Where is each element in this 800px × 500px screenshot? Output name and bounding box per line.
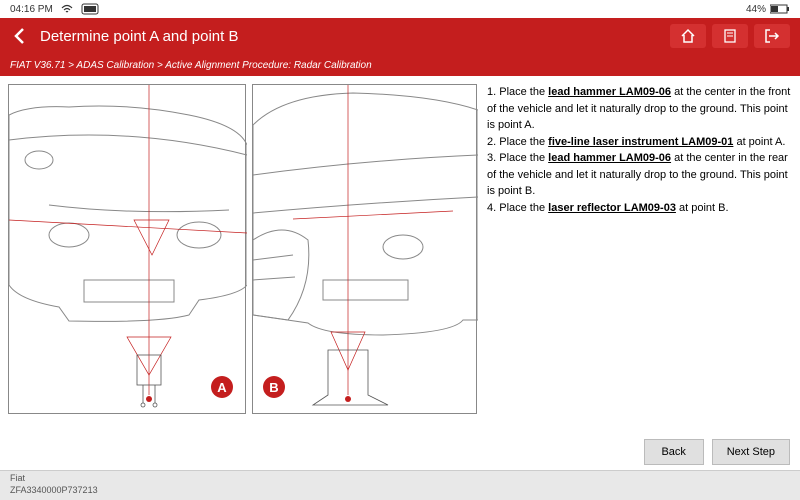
step-1: 1. Place the lead hammer LAM09-06 at the… (487, 84, 792, 134)
badge-a: A (211, 376, 233, 398)
status-time: 04:16 PM (10, 4, 53, 15)
diagram-rear: B (252, 84, 477, 414)
wifi-icon (61, 4, 73, 14)
adas-button[interactable] (712, 24, 748, 48)
vehicle-vin: ZFA3340000P737213 (10, 485, 790, 497)
instruction-text: 1. Place the lead hammer LAM09-06 at the… (483, 84, 792, 438)
back-button[interactable]: Back (644, 439, 704, 465)
status-bar: 04:16 PM 44% (0, 0, 800, 18)
exit-button[interactable] (754, 24, 790, 48)
vehicle-make: Fiat (10, 473, 790, 485)
home-button[interactable] (670, 24, 706, 48)
back-icon[interactable] (10, 26, 30, 46)
next-step-button[interactable]: Next Step (712, 439, 790, 465)
page-title: Determine point A and point B (40, 28, 670, 45)
battery-icon (770, 4, 790, 14)
breadcrumb: FIAT V36.71 > ADAS Calibration > Active … (0, 54, 800, 76)
step-4: 4. Place the laser reflector LAM09-03 at… (487, 200, 792, 217)
step-2: 2. Place the five-line laser instrument … (487, 134, 792, 151)
device-icon (81, 3, 99, 15)
step-3: 3. Place the lead hammer LAM09-06 at the… (487, 150, 792, 200)
content-area: A B (0, 76, 800, 446)
diagram-front: A (8, 84, 246, 414)
header: Determine point A and point B (0, 18, 800, 54)
battery-pct: 44% (746, 4, 766, 15)
vehicle-info-bar: Fiat ZFA3340000P737213 (0, 470, 800, 500)
badge-b: B (263, 376, 285, 398)
